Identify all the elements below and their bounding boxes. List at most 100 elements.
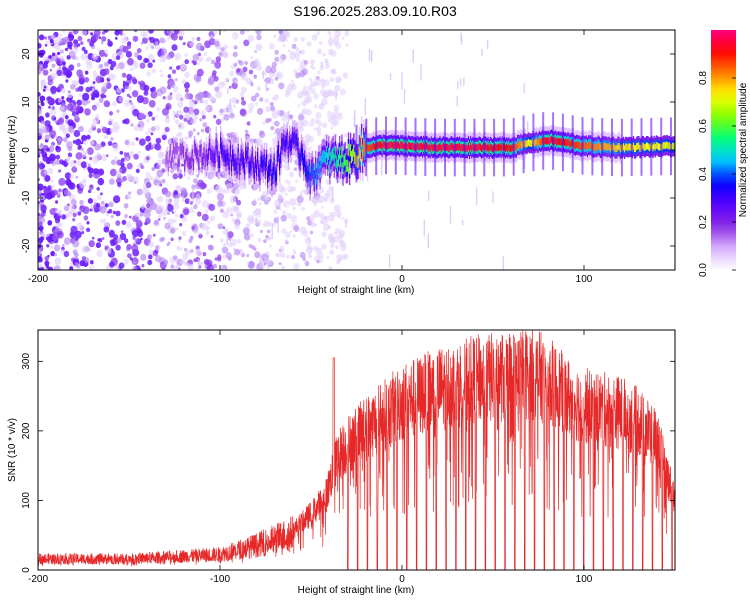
spectrogram-ridge-cell — [378, 141, 380, 149]
spectrogram-noise-cell — [295, 47, 300, 52]
spectrogram-noise-cell — [59, 49, 64, 54]
spectrogram-ridge-cell — [586, 143, 589, 151]
spectrogram-noise-cell — [118, 262, 125, 269]
spectrogram-noise-cell — [240, 30, 245, 35]
spectrogram-noise-cell — [77, 43, 81, 47]
spectrogram-ridge-cell — [203, 146, 205, 159]
spectrogram-ridge-cell — [617, 142, 619, 150]
y-tick-label: 10 — [21, 96, 32, 108]
spectrogram-noise-cell — [194, 197, 202, 206]
spectrogram-noise-cell — [160, 48, 167, 56]
spectrogram-noise-cell — [38, 154, 41, 158]
spectrogram-noise-cell — [339, 239, 344, 245]
spectrogram-noise-cell — [310, 118, 314, 122]
spectrogram-ridge-cell — [246, 150, 248, 163]
spectrogram-noise-cell — [230, 213, 234, 217]
spectrogram-noise-cell — [158, 214, 162, 219]
spectrogram-ridge-cell — [247, 147, 249, 160]
spectrogram-ridge-cell — [574, 142, 577, 150]
spectrogram-ridge-cell — [427, 144, 429, 152]
spectrogram-ridge-cell — [292, 131, 294, 144]
spectrogram-noise-cell — [305, 95, 313, 104]
spectrogram-noise-cell — [316, 31, 321, 36]
spectrogram-ridge-cell — [603, 142, 605, 150]
spectrogram-noise-cell — [278, 262, 282, 266]
spectrogram-noise-cell — [341, 254, 347, 261]
spectrogram-noise-cell — [75, 55, 80, 61]
spectrogram-ridge-cell — [315, 162, 317, 175]
spectrogram-ridge-cell — [396, 141, 399, 149]
spectrogram-noise-cell — [213, 114, 217, 119]
spectrogram-ridge-cell — [289, 139, 292, 152]
spectrogram-noise-cell — [148, 254, 153, 260]
spectrogram-noise-cell — [290, 83, 297, 91]
spectrogram-ridge-cell — [340, 155, 342, 168]
x-tick-label: 0 — [399, 574, 405, 585]
spectrogram-noise-cell — [204, 208, 209, 214]
x-tick-label: 0 — [399, 274, 405, 285]
spectrogram-ridge-cell — [426, 142, 428, 150]
spectrogram-noise-cell — [110, 137, 114, 141]
spectrogram-ridge-cell — [272, 167, 274, 180]
spectrogram-noise-cell — [77, 35, 83, 42]
spectrogram-noise-cell — [255, 92, 260, 98]
spectrogram-ridge-cell — [316, 172, 318, 185]
spectrogram-noise-cell — [86, 134, 91, 140]
spectrogram-streak — [423, 219, 425, 237]
spectrogram-noise-cell — [148, 249, 154, 255]
spectrogram-noise-cell — [253, 199, 257, 202]
spectrogram-noise-cell — [271, 61, 277, 68]
spectrogram-ridge-cell — [538, 137, 541, 145]
spectrogram-streak — [265, 79, 267, 92]
spectrogram-ridge-cell — [346, 159, 349, 172]
spectrogram-noise-cell — [279, 35, 285, 42]
spectrogram-ridge-cell — [259, 168, 261, 181]
spectrogram-noise-cell — [262, 121, 266, 125]
spectrogram-noise-cell — [274, 49, 280, 55]
spectrogram-noise-cell — [148, 142, 152, 147]
spectrogram-noise-cell — [169, 81, 176, 88]
spectrogram-noise-cell — [146, 118, 150, 123]
spectrogram-noise-cell — [308, 253, 313, 259]
spectrogram-noise-cell — [162, 108, 169, 116]
spectrogram-ridge-cell — [392, 142, 394, 150]
spectrogram-noise-cell — [162, 96, 166, 100]
spectrogram-noise-cell — [103, 100, 111, 108]
spectrogram-noise-cell — [121, 72, 127, 78]
spectrogram-ridge-cell — [371, 143, 374, 151]
spectrogram-ridge-cell — [624, 145, 626, 153]
spectrogram-noise-cell — [188, 199, 192, 203]
spectrogram-ridge-cell — [234, 158, 236, 171]
spectrogram-ridge-cell — [379, 141, 381, 149]
spectrogram-noise-cell — [61, 113, 66, 119]
spectrogram-noise-cell — [193, 230, 197, 235]
spectrogram-noise-cell — [178, 236, 182, 240]
spectrogram-noise-cell — [90, 184, 93, 188]
spectrogram-ridge-cell — [357, 155, 359, 168]
spectrogram-ridge-cell — [168, 150, 171, 163]
spectrogram-noise-cell — [57, 231, 64, 239]
spectrogram-ridge-cell — [615, 145, 617, 153]
spectrogram-noise-cell — [124, 156, 130, 163]
spectrogram-noise-cell — [254, 50, 257, 53]
spectrogram-streak — [492, 191, 494, 204]
spectrogram-ridge-cell — [174, 146, 176, 159]
spectrogram-ridge-cell — [197, 149, 199, 162]
spectrogram-noise-cell — [246, 121, 251, 126]
spectrogram-noise-cell — [136, 48, 142, 54]
spectrogram-ridge-cell — [364, 143, 366, 156]
spectrogram-noise-cell — [252, 138, 256, 143]
spectrogram-noise-cell — [46, 157, 51, 163]
spectrogram-ridge-cell — [663, 141, 665, 149]
y-tick-label: 300 — [21, 353, 32, 370]
spectrogram-noise-cell — [139, 62, 146, 69]
spectrogram-noise-cell — [61, 96, 65, 100]
spectrogram-noise-cell — [143, 90, 149, 96]
spectrogram-noise-cell — [78, 92, 83, 98]
spectrogram-ridge-cell — [311, 162, 314, 175]
spectrogram-ridge-cell — [185, 151, 187, 164]
spectrogram-noise-cell — [216, 192, 224, 201]
spectrogram-noise-cell — [40, 204, 47, 213]
spectrogram-noise-cell — [102, 82, 108, 88]
